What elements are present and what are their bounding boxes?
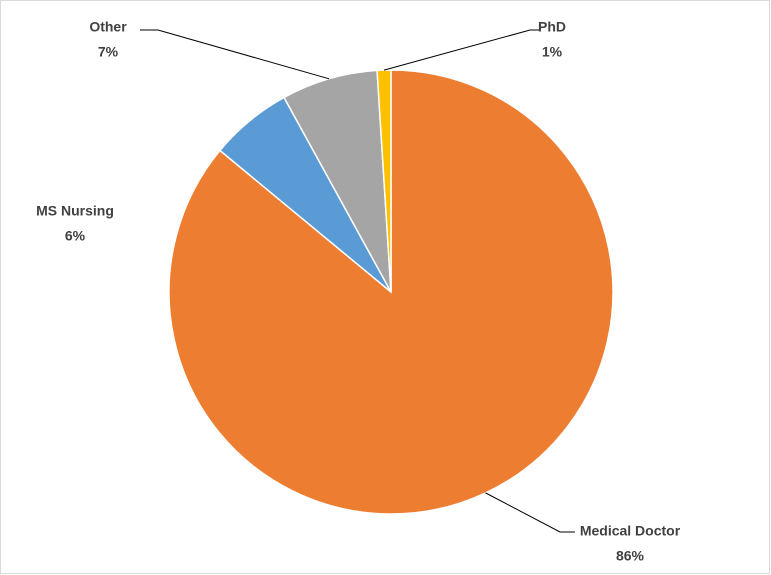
slice-value-label: 6%	[65, 228, 86, 244]
slice-value-label: 86%	[616, 548, 645, 564]
slice-label: PhD	[538, 19, 566, 35]
slice-label: Other	[89, 19, 127, 35]
leader-line	[140, 29, 330, 80]
slice-label: Medical Doctor	[580, 523, 681, 539]
slice-label: MS Nursing	[36, 203, 114, 219]
slice-value-label: 7%	[98, 44, 119, 60]
slice-value-label: 1%	[542, 44, 563, 60]
leader-line	[485, 492, 575, 533]
leader-line	[383, 29, 540, 71]
